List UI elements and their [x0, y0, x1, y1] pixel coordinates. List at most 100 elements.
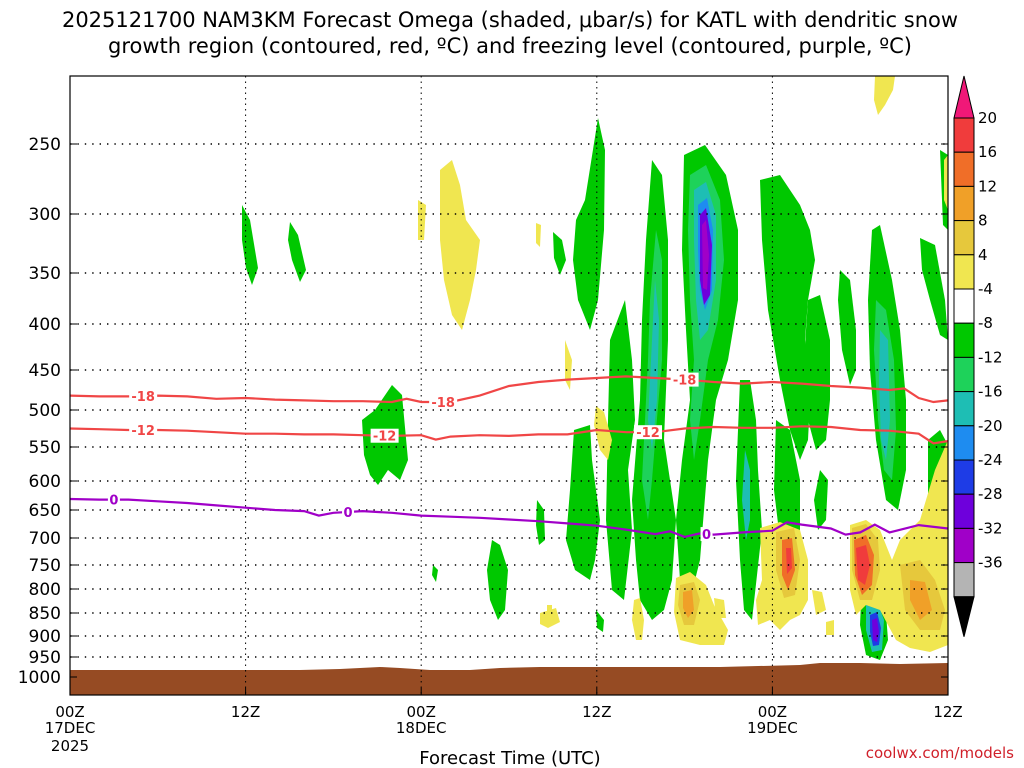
colorbar-label: -32: [978, 519, 1003, 537]
omega-ascent-patch: [536, 500, 545, 545]
contour-label: -18: [673, 374, 697, 389]
x-tick-label: 17DEC: [45, 719, 96, 737]
contour-line: [70, 375, 948, 404]
omega-ascent-patch: [432, 565, 438, 582]
y-tick-label: 600: [29, 472, 61, 492]
contour-label-bg: [429, 395, 458, 409]
y-tick-label: 550: [29, 438, 61, 458]
colorbar-swatch: [953, 117, 975, 153]
colorbar-label: -8: [978, 314, 993, 332]
contour-label-bg: [634, 425, 663, 440]
omega-descent-patch: [683, 590, 694, 618]
contour-label-bg: [342, 504, 355, 519]
colorbar-label: 12: [978, 177, 997, 195]
x-tick-label: 00Z: [407, 703, 436, 721]
omega-ascent-column: [742, 450, 750, 540]
omega-descent-patch: [786, 548, 792, 574]
contour-label: -18: [131, 390, 155, 405]
colorbar-swatch: [953, 493, 975, 529]
y-tick-label: 650: [29, 501, 61, 521]
colorbar-label: 8: [978, 212, 988, 230]
contour-label: 0: [344, 506, 353, 521]
omega-shading: [70, 76, 948, 695]
omega-descent-patch: [812, 590, 826, 615]
y-tick-label: 350: [29, 264, 61, 284]
colorbar: 20 16 12 8 4 -4 -8 -12 -16 -20 -24 -28 -32 -36: [953, 75, 1003, 637]
omega-descent-patch: [910, 580, 932, 620]
colorbar-label: -36: [978, 554, 1003, 572]
omega-descent-patch: [826, 620, 834, 635]
colorbar-label: -20: [978, 417, 1003, 435]
omega-descent-patch: [440, 160, 480, 330]
colorbar-label: 20: [978, 109, 997, 127]
chart-title-line-1: 2025121700 NAM3KM Forecast Omega (shaded…: [62, 8, 958, 32]
colorbar-swatch: [953, 356, 975, 393]
colorbar-swatch: [953, 425, 975, 461]
colorbar-swatch: [953, 322, 975, 358]
colorbar-bottom-arrow: [953, 596, 975, 637]
x-tick-label: 2025: [51, 737, 89, 755]
y-tick-label: 300: [29, 205, 61, 225]
omega-ascent-column: [920, 238, 948, 340]
x-tick-label: 00Z: [758, 703, 787, 721]
colorbar-top-arrow: [953, 75, 975, 119]
x-tick-label: 12Z: [231, 703, 260, 721]
x-tick-label: 12Z: [933, 703, 962, 721]
y-tick-label: 950: [29, 648, 61, 668]
colorbar-swatch: [953, 459, 975, 495]
surface-terrain: [70, 663, 948, 695]
colorbar-swatch: [953, 288, 975, 324]
colorbar-label: -12: [978, 348, 1003, 366]
omega-ascent-column: [814, 470, 828, 530]
omega-descent-patch: [536, 223, 541, 247]
contour-line: [70, 425, 948, 445]
colorbar-swatch: [953, 391, 975, 427]
y-tick-label: 850: [29, 604, 61, 624]
colorbar-swatch: [953, 254, 975, 290]
omega-descent-patch: [944, 155, 948, 210]
omega-descent-patch: [714, 598, 726, 618]
contour-label-bg: [129, 422, 158, 437]
omega-ascent-patch: [288, 222, 306, 282]
omega-ascent-patch: [606, 300, 635, 600]
omega-ascent-patch: [553, 232, 566, 275]
contour-label: -18: [431, 396, 455, 411]
contour-label-bg: [670, 372, 699, 387]
contour-label-bg: [700, 527, 713, 542]
y-tick-label: 750: [29, 556, 61, 576]
omega-ascent-column: [760, 175, 815, 460]
contour-label-bg: [370, 428, 399, 443]
y-tick-label: 500: [29, 401, 61, 421]
colorbar-swatch: [953, 185, 975, 222]
y-tick-label: 450: [29, 361, 61, 381]
colorbar-label: 4: [978, 246, 988, 264]
contour-label-bg: [107, 492, 120, 507]
colorbar-label: -16: [978, 383, 1003, 401]
omega-ascent-patch: [566, 425, 600, 580]
omega-descent-patch: [632, 598, 644, 640]
plot-frame: [69, 75, 949, 696]
colorbar-label: -24: [978, 451, 1003, 469]
contour-line: [70, 497, 948, 539]
y-tick-label: 400: [29, 315, 61, 335]
x-tick-label: 18DEC: [396, 719, 447, 737]
contour-label: -12: [131, 424, 155, 439]
chart-title-line-2: growth region (contoured, red, ºC) and f…: [108, 34, 912, 58]
contour-label: 0: [109, 494, 118, 509]
colorbar-swatch: [953, 151, 975, 187]
omega-ascent-patch: [487, 540, 508, 620]
y-axis: 250 300 350 400 450 500 550 600 650 700 750 800 850 9…: [18, 135, 948, 688]
colorbar-swatch: [953, 527, 975, 564]
x-axis-label: Forecast Time (UTC): [419, 748, 600, 768]
temperature-contours: -18 -18 -18 -12 -12 -12 0 0 0: [70, 372, 948, 543]
omega-ascent-column: [879, 330, 890, 460]
contour-label: 0: [702, 528, 711, 543]
omega-descent-patch: [418, 200, 426, 240]
omega-ascent-patch: [596, 610, 604, 632]
omega-descent-patch: [594, 406, 612, 460]
y-tick-label: 900: [29, 627, 61, 647]
credit-text: coolwx.com/models: [866, 744, 1014, 762]
x-tick-label: 19DEC: [747, 719, 798, 737]
